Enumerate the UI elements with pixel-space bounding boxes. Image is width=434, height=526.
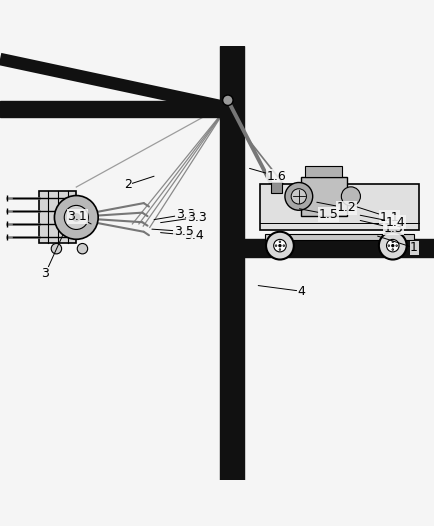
- Text: 1.4: 1.4: [360, 215, 405, 229]
- Circle shape: [391, 244, 395, 247]
- Bar: [260, 184, 419, 229]
- Text: 3.5: 3.5: [152, 225, 194, 238]
- Text: 3.2: 3.2: [154, 208, 196, 221]
- Text: 3.1: 3.1: [67, 210, 91, 224]
- Text: 1.6: 1.6: [250, 168, 287, 183]
- Circle shape: [392, 241, 394, 242]
- Text: 1.1: 1.1: [356, 207, 400, 224]
- Text: 3.4: 3.4: [161, 229, 204, 242]
- Circle shape: [396, 245, 398, 247]
- Circle shape: [379, 232, 407, 259]
- Circle shape: [266, 232, 294, 259]
- Text: 3.3: 3.3: [161, 211, 207, 224]
- Circle shape: [341, 187, 360, 206]
- Bar: [39, 191, 76, 244]
- Bar: [220, 46, 244, 480]
- Circle shape: [223, 95, 233, 105]
- Text: 1: 1: [378, 236, 418, 254]
- Circle shape: [283, 245, 285, 247]
- Circle shape: [51, 244, 62, 254]
- Circle shape: [54, 196, 98, 239]
- Circle shape: [275, 245, 277, 247]
- Circle shape: [279, 249, 281, 250]
- Bar: [0, 100, 220, 117]
- Bar: [301, 177, 346, 216]
- Circle shape: [285, 183, 312, 210]
- Circle shape: [77, 244, 88, 254]
- Text: 1.5: 1.5: [299, 208, 339, 221]
- Text: 2: 2: [124, 176, 154, 191]
- Bar: [244, 239, 434, 257]
- Text: 3: 3: [41, 235, 63, 280]
- Circle shape: [291, 189, 306, 204]
- Circle shape: [387, 239, 399, 252]
- Text: 1.3: 1.3: [360, 220, 404, 235]
- Circle shape: [278, 244, 282, 247]
- Bar: [306, 166, 342, 177]
- Circle shape: [392, 249, 394, 250]
- Bar: [271, 183, 282, 193]
- Circle shape: [64, 205, 89, 229]
- Bar: [265, 234, 414, 240]
- Text: 1.2: 1.2: [317, 201, 356, 215]
- Circle shape: [274, 239, 286, 252]
- Circle shape: [388, 245, 390, 247]
- Circle shape: [72, 213, 81, 222]
- Text: 4: 4: [258, 285, 305, 298]
- Circle shape: [279, 241, 281, 242]
